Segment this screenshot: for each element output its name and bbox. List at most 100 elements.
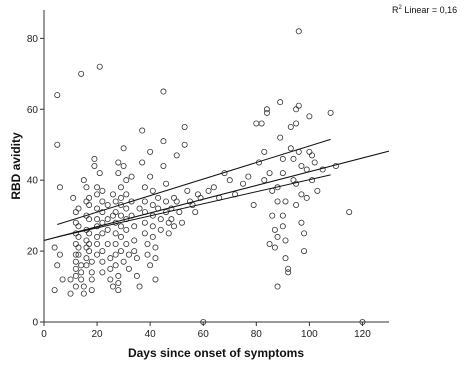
data-point: [125, 251, 132, 258]
data-point: [274, 283, 281, 290]
data-point: [96, 170, 103, 177]
data-point: [295, 102, 302, 109]
data-point: [147, 262, 154, 269]
data-point: [181, 124, 188, 131]
data-point: [141, 198, 148, 205]
data-point: [54, 262, 61, 269]
data-point: [277, 134, 284, 141]
data-point: [94, 191, 101, 198]
data-point: [56, 251, 63, 258]
r-squared-text: Linear = 0,16: [402, 5, 457, 15]
data-point: [285, 265, 292, 272]
x-axis-ticks: 0 20 40 60 80 100 120: [41, 322, 371, 340]
data-point: [72, 251, 79, 258]
data-point: [94, 205, 101, 212]
data-point: [112, 230, 119, 237]
data-point: [94, 251, 101, 258]
y-tick-label: 80: [27, 34, 39, 45]
x-tick-label: 100: [301, 329, 318, 340]
data-point: [149, 223, 156, 230]
data-point: [80, 290, 87, 297]
data-point: [88, 269, 95, 276]
data-point: [59, 276, 66, 283]
data-point: [285, 269, 292, 276]
data-point: [83, 255, 90, 262]
data-point: [107, 255, 114, 262]
data-point: [94, 240, 101, 247]
ci-lower-line: [57, 174, 331, 238]
data-point: [258, 120, 265, 127]
data-point: [139, 159, 146, 166]
data-point: [295, 28, 302, 35]
data-point: [51, 244, 58, 251]
data-point: [91, 162, 98, 169]
data-point: [99, 230, 106, 237]
data-point: [86, 194, 93, 201]
data-point: [72, 265, 79, 272]
data-point: [157, 226, 164, 233]
data-point: [67, 276, 74, 283]
data-point: [67, 290, 74, 297]
data-point: [96, 63, 103, 70]
data-point: [181, 141, 188, 148]
data-point: [75, 244, 82, 251]
data-point: [133, 272, 140, 279]
data-point: [205, 187, 212, 194]
fit-line: [43, 150, 390, 241]
data-point: [298, 162, 305, 169]
data-point: [54, 92, 61, 99]
data-point: [200, 318, 207, 325]
data-point: [94, 233, 101, 240]
x-tick-label: 0: [41, 329, 47, 340]
data-point: [70, 194, 77, 201]
data-point: [149, 187, 156, 194]
y-axis-title: RBD avidity: [9, 132, 23, 200]
data-point: [54, 141, 61, 148]
data-point: [99, 187, 106, 194]
data-point: [210, 184, 217, 191]
data-point: [131, 248, 138, 255]
data-point: [131, 237, 138, 244]
data-point: [197, 194, 204, 201]
data-point: [149, 201, 156, 208]
data-point: [107, 265, 114, 272]
data-points: [51, 28, 366, 325]
data-point: [112, 251, 119, 258]
data-point: [99, 198, 106, 205]
data-point: [75, 251, 82, 258]
data-point: [141, 219, 148, 226]
data-point: [86, 216, 93, 223]
data-point: [110, 283, 117, 290]
data-point: [293, 120, 300, 127]
data-point: [168, 216, 175, 223]
x-axis-title: Days since onset of symptoms: [128, 346, 304, 360]
data-point: [141, 184, 148, 191]
data-point: [104, 201, 111, 208]
data-point: [128, 198, 135, 205]
data-point: [173, 152, 180, 159]
data-point: [327, 109, 334, 116]
data-point: [266, 170, 273, 177]
data-point: [75, 205, 82, 212]
data-point: [165, 230, 172, 237]
data-point: [290, 155, 297, 162]
x-tick-label: 20: [92, 329, 104, 340]
data-point: [245, 173, 252, 180]
data-point: [123, 216, 130, 223]
data-point: [78, 269, 85, 276]
data-point: [274, 233, 281, 240]
data-point: [80, 177, 87, 184]
data-point: [123, 226, 130, 233]
data-point: [346, 209, 353, 216]
data-point: [282, 198, 289, 205]
data-point: [359, 318, 366, 325]
data-point: [171, 223, 178, 230]
data-point: [72, 283, 79, 290]
data-point: [274, 198, 281, 205]
data-point: [144, 240, 151, 247]
data-point: [263, 106, 270, 113]
y-axis-ticks: 0 20 40 60 80: [27, 34, 44, 329]
data-point: [123, 240, 130, 247]
data-point: [163, 180, 170, 187]
